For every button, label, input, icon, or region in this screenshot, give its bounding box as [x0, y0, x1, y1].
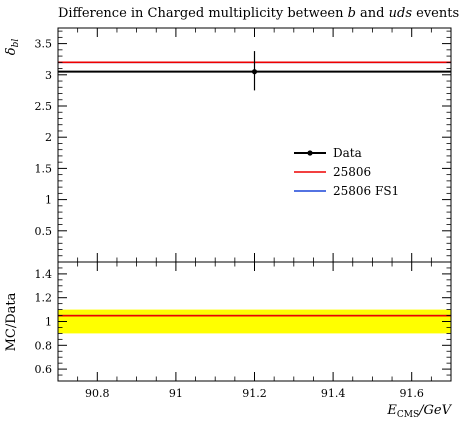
x-tick-label: 91.4 [321, 387, 346, 400]
ratio-y-tick-label: 0.6 [35, 363, 53, 376]
title-pre: Difference in Charged multiplicity betwe… [58, 6, 348, 21]
ratio-y-tick-label: 1 [45, 316, 52, 329]
ratio-y-axis-label: MC/Data [4, 292, 19, 351]
ratio-y-tick-label: 0.8 [35, 339, 53, 352]
ratio-panel: 0.6 0.8 1 1.2 1.4 90.8 91 91.2 91.4 91.6 [35, 261, 452, 400]
x-tick-label: 90.8 [85, 387, 110, 400]
x-tick-label: 91 [169, 387, 183, 400]
main-y-tick-label: 1 [45, 194, 52, 207]
legend-label: 25806 [333, 165, 371, 179]
ratio-y-tick-label: 1.2 [35, 292, 53, 305]
legend-marker [307, 150, 313, 156]
ylabel-sub: bl [11, 39, 21, 48]
x-axis-label: ECMS/GeV [386, 403, 452, 420]
main-y-tick-label: 3.5 [35, 38, 53, 51]
data-point [251, 69, 258, 75]
chart-title: Difference in Charged multiplicity betwe… [58, 6, 459, 21]
main-y-tick-label: 2 [45, 131, 52, 144]
main-panel: 0.5 1 1.5 2 2.5 3 3.5 Data 25806 25806 FS1 [35, 27, 452, 263]
main-y-axis-label: δbl [4, 39, 21, 56]
legend-label: 25806 FS1 [333, 184, 399, 198]
legend-label: Data [333, 146, 362, 160]
x-tick-label: 91.2 [242, 387, 267, 400]
main-y-tick-label: 2.5 [35, 100, 53, 113]
title-mid: and [356, 6, 389, 21]
title-post: events [412, 6, 459, 21]
main-y-tick-label: 0.5 [35, 225, 53, 238]
ratio-y-tick-label: 1.4 [35, 268, 53, 281]
ratio-uncertainty-band [58, 309, 451, 334]
ylabel-main: δ [4, 47, 19, 55]
x-tick-label: 91.6 [399, 387, 424, 400]
title-b: b [348, 6, 356, 21]
main-y-tick-label: 3 [45, 69, 52, 82]
title-uds: uds [389, 6, 413, 21]
main-y-tick-label: 1.5 [35, 162, 53, 175]
